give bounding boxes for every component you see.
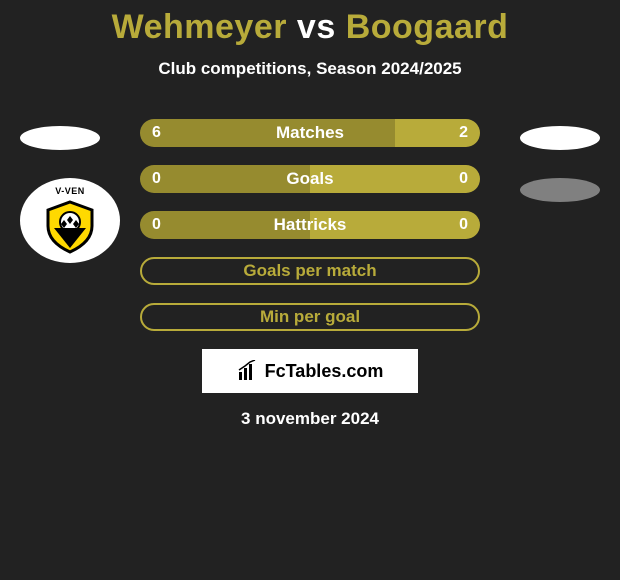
vs-text: vs (297, 8, 336, 46)
stat-row-empty: Min per goal (140, 303, 480, 331)
date-text: 3 november 2024 (0, 409, 620, 429)
comparison-chart: 62Matches 00Goals 00Hattricks Goals per mat… (0, 119, 620, 331)
player1-name: Wehmeyer (112, 8, 287, 46)
stat-row: 00Goals (140, 165, 480, 193)
stat-left-value: 6 (140, 119, 395, 147)
stat-left-value: 0 (140, 165, 310, 193)
stat-bar: 62 (140, 119, 480, 147)
stat-right-value: 0 (310, 211, 480, 239)
stat-row: 00Hattricks (140, 211, 480, 239)
brand-badge: FcTables.com (202, 349, 418, 393)
chart-icon (237, 360, 259, 382)
stat-bar: 00 (140, 211, 480, 239)
stat-left-value: 0 (140, 211, 310, 239)
stat-bar: 00 (140, 165, 480, 193)
subtitle: Club competitions, Season 2024/2025 (0, 59, 620, 79)
brand-text: FcTables.com (265, 361, 384, 382)
player2-name: Boogaard (346, 8, 509, 46)
stat-right-value: 2 (395, 119, 480, 147)
page-title: Wehmeyer vs Boogaard (0, 0, 620, 47)
stat-right-value: 0 (310, 165, 480, 193)
stat-row: 62Matches (140, 119, 480, 147)
stat-row-empty: Goals per match (140, 257, 480, 285)
